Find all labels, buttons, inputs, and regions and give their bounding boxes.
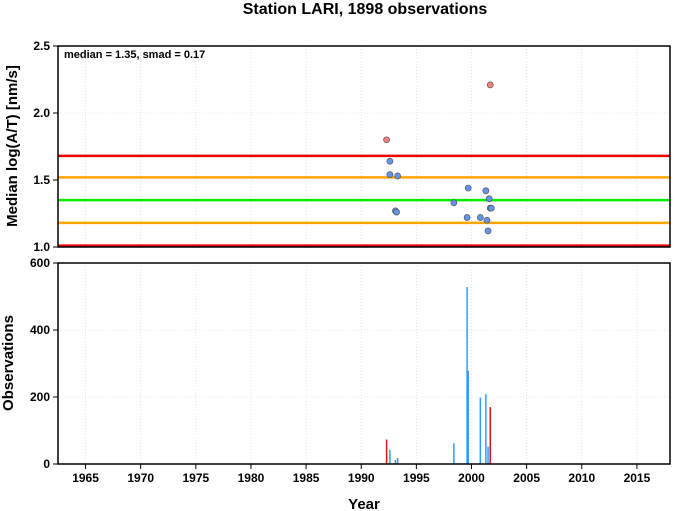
data-point [386,171,394,178]
upper-y-tick-label: 1.5 [33,173,50,187]
observation-bar [396,457,399,464]
upper-y-tick-label: 2.0 [33,106,50,120]
upper-y-tick-label: 2.5 [33,39,50,53]
data-point [484,227,492,235]
x-tick-label: 2010 [568,471,595,485]
lower-panel-frame [57,262,671,465]
x-tick-label: 1970 [127,471,154,485]
upper-panel: 1.01.52.02.5 median = 1.35, smad = 0.17 … [4,39,671,254]
x-tick-label: 1985 [293,471,320,485]
lower-panel-background [58,263,670,464]
data-point [476,214,484,221]
data-point [464,184,472,192]
data-point [386,157,394,165]
x-axis-label: Year [348,496,380,511]
upper-y-tick-label: 1.0 [33,240,50,254]
data-point [383,136,390,144]
lower-panel: 0 200 400 600 1965 1970 1975 1980 1985 1990 1995 2… [0,256,671,511]
upper-panel-background [58,46,670,247]
data-point [485,195,493,203]
lower-bars [385,287,492,464]
data-point [482,187,490,195]
upper-reference-lines [58,154,670,247]
data-point [488,204,495,212]
lower-x-ticks: 1965 1970 1975 1980 1985 1990 1995 2000 2005 2010… [72,464,651,485]
lower-y-axis-label: Observations [0,315,17,411]
observation-bar [394,459,397,464]
observation-bar [479,397,482,464]
x-tick-label: 1965 [72,471,99,485]
x-tick-label: 2000 [458,471,485,485]
data-point [450,199,458,207]
observation-bar [489,407,492,464]
x-tick-label: 1990 [348,471,375,485]
lower-y-tick-label: 400 [30,323,50,337]
lower-y-tick-label: 0 [43,457,50,471]
observation-bar [485,394,487,464]
upper-y-axis-label: Median log(A/T) [nm/s] [4,65,21,227]
x-tick-label: 2005 [513,471,540,485]
lower-y-tick-label: 600 [30,256,50,270]
lower-y-tick-label: 200 [30,390,50,404]
data-point [393,208,400,216]
observation-bar [385,439,388,464]
data-point [463,214,471,221]
data-point [394,172,401,180]
lower-y-ticks: 0 200 400 600 [30,256,58,471]
x-tick-label: 1980 [238,471,265,485]
observation-bar [467,370,469,464]
upper-annotation: median = 1.35, smad = 0.17 [64,49,205,61]
data-point [483,216,491,224]
upper-panel-frame [57,45,671,248]
observation-bar [466,287,468,464]
chart-title: Station LARI, 1898 observations [243,1,488,18]
observation-bar [453,443,455,464]
observation-bar [487,446,489,464]
x-tick-label: 2015 [624,471,651,485]
observation-bar [389,449,391,464]
upper-y-ticks: 1.0 1.5 2.0 2.5 [33,39,58,254]
x-tick-label: 1995 [403,471,430,485]
x-tick-label: 1975 [182,471,209,485]
data-point [486,81,494,89]
upper-points [383,81,495,235]
